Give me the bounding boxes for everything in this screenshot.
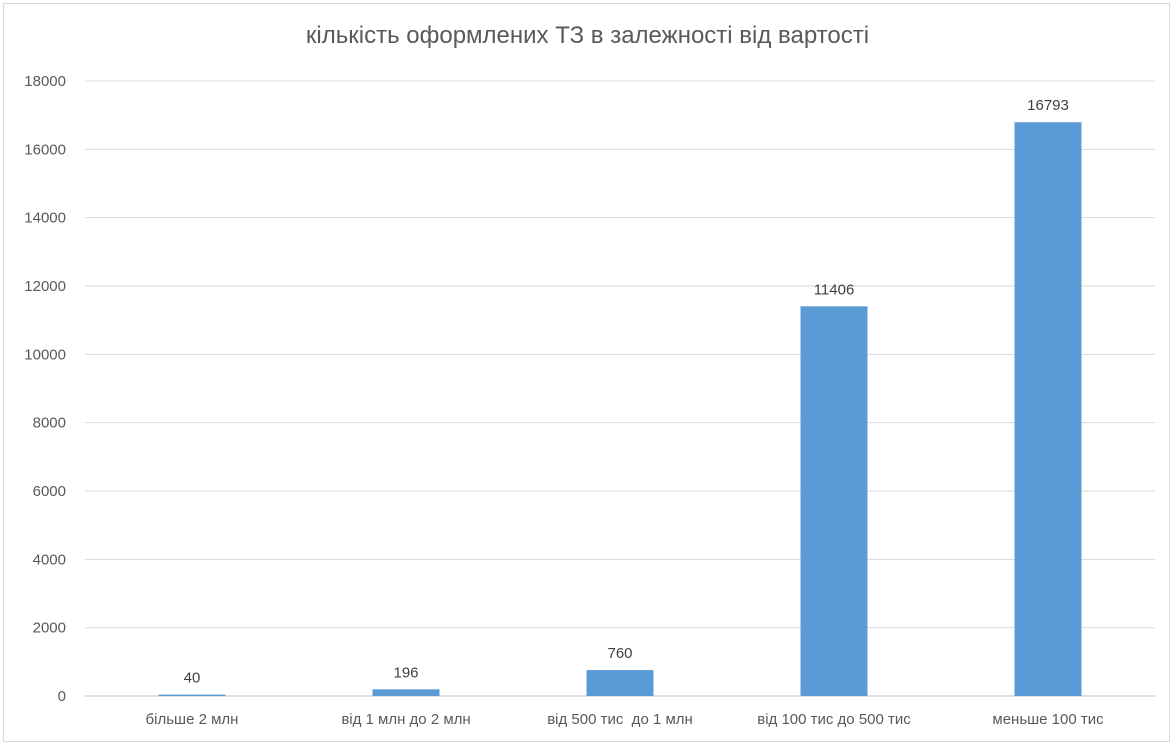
data-label: 11406 — [814, 281, 855, 298]
y-tick-label: 0 — [58, 688, 66, 705]
data-labels: 40 196 760 11406 16793 — [184, 97, 1069, 686]
bar — [800, 306, 868, 696]
data-label: 16793 — [1027, 97, 1069, 114]
data-label: 196 — [393, 664, 418, 681]
grid-lines — [85, 80, 1155, 697]
y-tick-label: 16000 — [24, 141, 66, 158]
x-tick-label: меньше 100 тис — [992, 711, 1104, 728]
data-label: 760 — [607, 645, 632, 662]
bar — [586, 670, 654, 696]
chart-title: кількість оформлених ТЗ в залежності від… — [305, 22, 870, 49]
bars — [158, 122, 1082, 697]
bar — [158, 694, 226, 696]
bar — [1014, 122, 1082, 697]
x-tick-label: від 100 тис до 500 тис — [757, 711, 911, 728]
x-tick-label: від 1 млн до 2 млн — [341, 711, 470, 728]
x-tick-label: більше 2 млн — [146, 711, 239, 728]
y-tick-label: 4000 — [33, 551, 66, 568]
chart-frame — [3, 3, 1170, 742]
x-tick-label: від 500 тис до 1 млн — [547, 711, 693, 728]
bar — [372, 689, 440, 696]
y-tick-label: 18000 — [24, 73, 66, 90]
x-axis: більше 2 млн від 1 млн до 2 млн від 500 ти… — [146, 711, 1105, 728]
y-tick-label: 8000 — [33, 415, 66, 432]
y-tick-label: 6000 — [33, 483, 66, 500]
y-axis: 0 2000 4000 6000 8000 10000 12000 14000 16000 180… — [24, 73, 66, 705]
y-tick-label: 14000 — [24, 210, 66, 227]
data-label: 40 — [184, 670, 201, 687]
y-tick-label: 12000 — [24, 278, 66, 295]
y-tick-label: 2000 — [33, 620, 66, 637]
y-tick-label: 10000 — [24, 346, 66, 363]
